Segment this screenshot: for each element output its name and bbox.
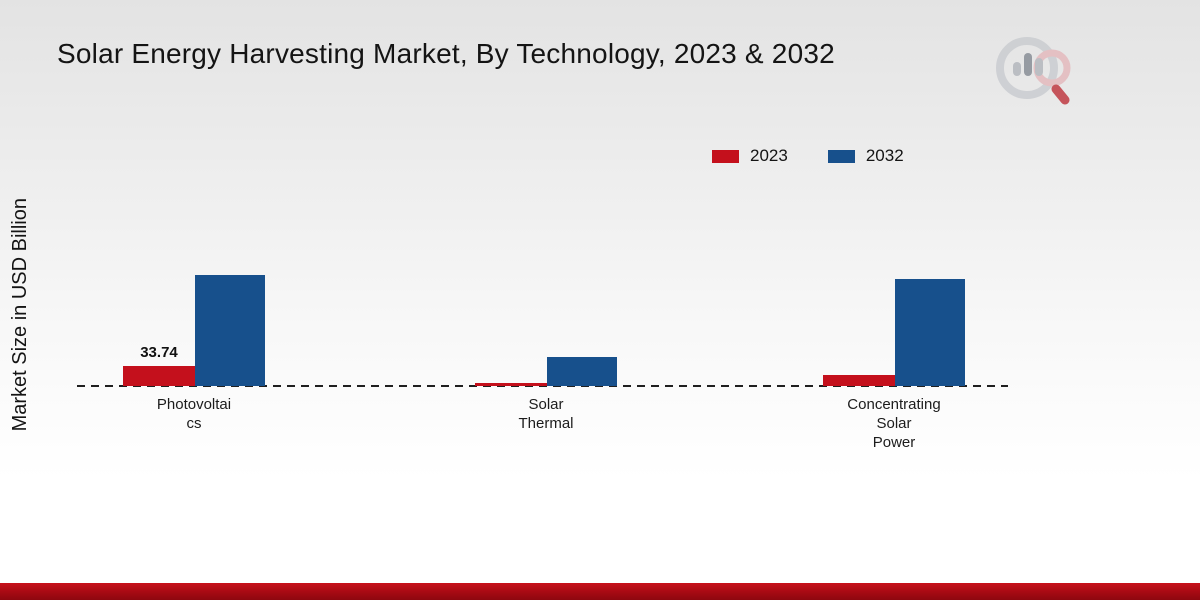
legend-swatch-2023 [712,149,739,163]
bar-group-photovoltaics [123,274,265,386]
legend-label-2023: 2023 [750,146,788,165]
footer-bar [0,583,1200,600]
brand-logo-icon [990,28,1078,121]
legend-swatch-2032 [827,149,855,163]
bar-2023-concentrating-solar-power [823,375,895,386]
category-label: Concentrating Solar Power [847,396,941,451]
legend-item-2023: 2023 [712,146,788,166]
y-axis-label-container: Market Size in USD Billion [4,150,36,480]
y-axis-label: Market Size in USD Billion [8,198,31,432]
bar-group-concentrating-solar-power [823,279,965,386]
legend: 2023 2032 [712,146,904,166]
legend-label-2032: 2032 [865,146,904,165]
x-axis-baseline [77,385,1008,387]
bar-2023-photovoltaics [123,365,195,386]
bar-2023-solar-thermal [475,383,547,386]
category-label: Solar Thermal [518,396,574,432]
data-label: 33.74 [140,343,178,361]
bar-2032-concentrating-solar-power [895,279,965,386]
bar-2032-photovoltaics [195,274,265,386]
bar-group-solar-thermal [475,356,617,386]
category-label: Photovoltai cs [156,396,232,432]
chart-title: Solar Energy Harvesting Market, By Techn… [57,38,835,69]
legend-item-2032: 2032 [827,146,904,166]
bar-chart-magnifier-icon [996,37,1071,105]
bar-2032-solar-thermal [547,356,617,386]
plot-area: Photovoltai cs Solar Thermal Concentrating… [77,150,1008,451]
